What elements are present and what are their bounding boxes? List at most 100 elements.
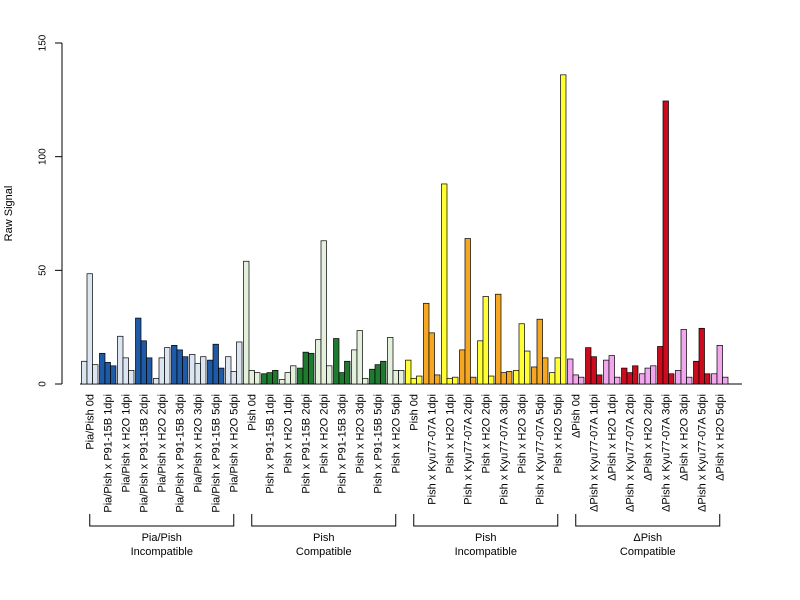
bar [176, 349, 183, 385]
bar [614, 376, 621, 385]
group-label-line1: Pish [475, 532, 496, 544]
bar [92, 364, 99, 385]
bar [194, 363, 201, 385]
category-label: Pish x H2O 3dpi [355, 394, 367, 473]
group-bracket [575, 514, 721, 527]
category-label: Pia/Pish x P91-15B 5dpi [211, 394, 223, 513]
bar [452, 376, 459, 385]
category-label: Pish x H2O 5dpi [391, 394, 403, 473]
bar [86, 273, 93, 385]
category-label: Pish x P91-15B 3dpi [337, 394, 349, 494]
bar [81, 360, 88, 385]
y-tick-label: 0 [38, 381, 49, 387]
group-label-line2: Incompatible [455, 546, 517, 558]
bar [135, 317, 142, 385]
bar [513, 370, 520, 385]
category-label: Pia/Pish 0d [85, 394, 97, 450]
bar [297, 367, 304, 385]
bar [104, 362, 111, 385]
bar [308, 352, 315, 385]
category-label: Pia/Pish x H2O 2dpi [157, 394, 169, 492]
group-label-line1: Pia/Pish [142, 532, 182, 544]
bar [495, 293, 502, 385]
bar [290, 365, 297, 385]
group-bracket [89, 514, 235, 527]
category-label: ΔPish 0d [571, 394, 583, 438]
group-label-line2: Compatible [620, 546, 676, 558]
bar [482, 296, 489, 385]
bar [716, 345, 723, 385]
bar [524, 350, 531, 385]
bar [333, 338, 340, 385]
bar [446, 377, 453, 385]
bar [668, 373, 675, 385]
group-bracket [413, 514, 559, 527]
category-label: Pish x Kyu77-07A 3dpi [499, 394, 511, 505]
bar [477, 340, 484, 385]
bar [675, 370, 682, 385]
category-labels: Pia/Pish 0d Pia/Pish x P91-15B 1dpi Pia/Pi… [85, 394, 727, 513]
bar [122, 357, 129, 385]
bar [171, 345, 178, 385]
category-label: ΔPish x H2O 5dpi [715, 394, 727, 481]
bar [369, 368, 376, 385]
bar [698, 327, 705, 385]
bar [644, 367, 651, 385]
bar [603, 359, 610, 385]
bar [639, 373, 646, 385]
y-axis: 0 50 100 150 [38, 34, 63, 387]
group-label-line1: Pish [313, 532, 334, 544]
bar [117, 335, 124, 385]
bar [711, 373, 718, 385]
group-brackets: Pia/Pish Incompatible Pish Compatible Pish In… [89, 514, 721, 558]
category-label: ΔPish x H2O 3dpi [679, 394, 691, 481]
bar [140, 340, 147, 385]
bar [153, 377, 160, 385]
bar [225, 356, 232, 385]
bar [572, 374, 579, 385]
y-tick-label: 50 [38, 264, 49, 276]
bar [356, 330, 363, 385]
bar [99, 352, 106, 385]
category-label: Pish x H2O 1dpi [445, 394, 457, 473]
category-label: Pish x H2O 2dpi [481, 394, 493, 473]
bar [578, 376, 585, 385]
category-label: Pish x P91-15B 5dpi [373, 394, 385, 494]
bar [230, 371, 237, 385]
bar [680, 329, 687, 385]
category-label: Pia/Pish x H2O 5dpi [229, 394, 241, 492]
category-label: Pia/Pish x H2O 1dpi [121, 394, 133, 492]
bar [410, 377, 417, 385]
bar [434, 374, 441, 385]
bar [207, 359, 214, 385]
category-label: Pish x Kyu77-07A 2dpi [463, 394, 475, 505]
category-label: ΔPish x Kyu77-07A 5dpi [697, 394, 709, 512]
bar [626, 372, 633, 385]
bar [344, 360, 351, 385]
bar [338, 372, 345, 385]
bar [608, 355, 615, 385]
bar [302, 351, 309, 385]
bar [398, 370, 405, 385]
bar [549, 372, 556, 385]
group-bracket [251, 514, 397, 527]
bar [423, 302, 430, 385]
bar [284, 372, 291, 385]
bar [261, 373, 268, 385]
bar [236, 341, 243, 385]
category-label: Pia/Pish x P91-15B 2dpi [139, 394, 151, 513]
bar [158, 357, 165, 385]
bar [500, 372, 507, 385]
bar [380, 360, 387, 385]
bar [128, 370, 135, 385]
category-label: Pish x P91-15B 1dpi [265, 394, 277, 494]
bar [243, 260, 250, 385]
bar [567, 358, 574, 385]
bar [279, 379, 286, 385]
bar [722, 376, 729, 385]
bar [464, 238, 471, 385]
category-label: Pish 0d [247, 394, 259, 431]
bar [506, 371, 513, 385]
bar [351, 349, 358, 385]
